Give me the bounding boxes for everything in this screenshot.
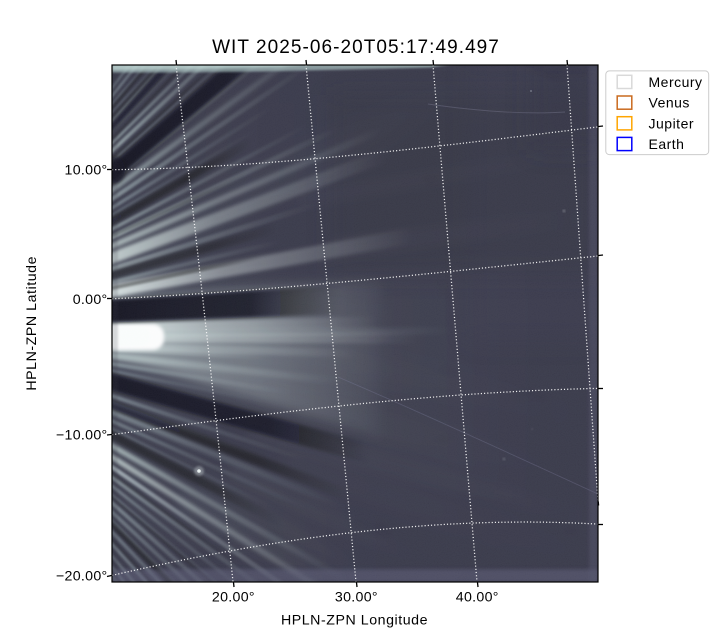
svg-text:HPLN-ZPN Latitude: HPLN-ZPN Latitude — [24, 256, 40, 391]
svg-text:HPLN-ZPN Longitude: HPLN-ZPN Longitude — [281, 613, 428, 629]
svg-text:10.00°: 10.00° — [65, 163, 108, 179]
svg-text:WIT 2025-06-20T05:17:49.497: WIT 2025-06-20T05:17:49.497 — [212, 37, 500, 58]
svg-text:−10.00°: −10.00° — [56, 428, 108, 444]
svg-text:Earth: Earth — [649, 136, 685, 152]
svg-text:20.00°: 20.00° — [212, 590, 255, 606]
svg-text:Mercury: Mercury — [649, 74, 703, 90]
svg-text:30.00°: 30.00° — [335, 590, 378, 606]
svg-text:−20.00°: −20.00° — [56, 568, 108, 584]
svg-text:40.00°: 40.00° — [456, 590, 499, 606]
svg-text:0.00°: 0.00° — [73, 292, 108, 308]
svg-text:Jupiter: Jupiter — [649, 115, 695, 131]
svg-text:Venus: Venus — [649, 95, 690, 111]
